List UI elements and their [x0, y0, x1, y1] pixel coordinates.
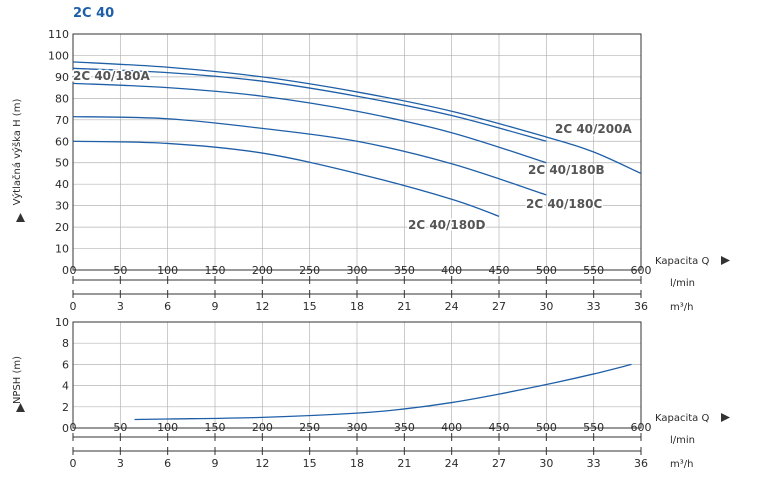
x2-tick-label: 24 — [445, 300, 459, 313]
x2-tick-label: 18 — [350, 457, 364, 470]
x2-tick-label: 36 — [634, 300, 648, 313]
x-tick-label: 200 — [252, 421, 273, 434]
series-line — [72, 140, 500, 217]
x2-tick-label: 21 — [397, 300, 411, 313]
y-tick-label: 10 — [55, 243, 69, 256]
x-tick-label: 100 — [157, 421, 178, 434]
y-tick-label: 110 — [48, 28, 69, 41]
arrow-up-icon — [16, 403, 25, 412]
y-tick-label: 0 — [62, 422, 69, 435]
x-tick-label: 450 — [489, 421, 510, 434]
y-tick-label: 100 — [48, 49, 69, 62]
y-tick-label: 70 — [55, 114, 69, 127]
series-label: 2C 40/200A — [555, 122, 632, 136]
x2-tick-label: 18 — [350, 300, 364, 313]
x2-tick-label: 21 — [397, 457, 411, 470]
plot-frame — [72, 321, 642, 429]
x2-tick-label: 0 — [70, 457, 77, 470]
x2-tick-label: 27 — [492, 457, 506, 470]
y-tick-label: 90 — [55, 71, 69, 84]
series-line — [72, 67, 547, 142]
x-tick-label: 550 — [583, 264, 604, 277]
x2-tick-label: 12 — [255, 457, 269, 470]
y-tick-label: 0 — [62, 264, 69, 277]
x2-tick-label: 30 — [539, 457, 553, 470]
x2-tick-label: 3 — [117, 300, 124, 313]
x-tick-label: 450 — [489, 264, 510, 277]
x2-tick-label: 6 — [164, 457, 171, 470]
y-tick-label: 6 — [62, 358, 69, 371]
plot-frame — [72, 33, 642, 271]
x2-unit-label: m³/h — [670, 459, 693, 470]
series-line — [72, 82, 547, 164]
x2-tick-label: 24 — [445, 457, 459, 470]
series-label: 2C 40/180C — [526, 197, 602, 211]
x-tick-label: 250 — [299, 421, 320, 434]
x-axis-title: Kapacita Q — [655, 413, 709, 424]
series-line — [134, 363, 632, 421]
series-label: 2C 40/180B — [528, 163, 605, 177]
x2-tick-label: 6 — [164, 300, 171, 313]
x-tick-label: 150 — [205, 264, 226, 277]
arrow-right-icon — [721, 413, 730, 422]
npsh-chart: 0246810005031006150920012250153001835021… — [12, 316, 730, 470]
x2-tick-label: 27 — [492, 300, 506, 313]
y-axis-title: NPSH (m) — [12, 356, 23, 404]
x2-tick-label: 15 — [303, 300, 317, 313]
x-tick-label: 600 — [631, 264, 652, 277]
x2-tick-label: 3 — [117, 457, 124, 470]
x-tick-label: 100 — [157, 264, 178, 277]
series-line — [72, 115, 547, 196]
x2-tick-label: 0 — [70, 300, 77, 313]
x2-tick-label: 30 — [539, 300, 553, 313]
arrow-right-icon — [721, 256, 730, 265]
x2-tick-label: 15 — [303, 457, 317, 470]
y-tick-label: 40 — [55, 178, 69, 191]
series-label: 2C 40/180A — [73, 69, 150, 83]
series-line — [72, 61, 642, 175]
x-tick-label: 500 — [536, 421, 557, 434]
x2-tick-label: 36 — [634, 457, 648, 470]
x-tick-label: 0 — [70, 421, 77, 434]
x2-tick-label: 33 — [587, 457, 601, 470]
y-tick-label: 4 — [62, 380, 69, 393]
x-tick-label: 200 — [252, 264, 273, 277]
y-tick-label: 2 — [62, 401, 69, 414]
arrow-up-icon — [16, 213, 25, 222]
x-tick-label: 150 — [205, 421, 226, 434]
x-tick-label: 550 — [583, 421, 604, 434]
series-label: 2C 40/180D — [408, 218, 485, 232]
x-tick-label: 50 — [113, 421, 127, 434]
x2-tick-label: 9 — [212, 457, 219, 470]
x-axis-title: Kapacita Q — [655, 256, 709, 267]
y-tick-label: 50 — [55, 157, 69, 170]
y-tick-label: 20 — [55, 221, 69, 234]
x2-unit-label: m³/h — [670, 302, 693, 313]
x-tick-label: 400 — [441, 421, 462, 434]
x-tick-label: 300 — [347, 421, 368, 434]
y-tick-label: 60 — [55, 135, 69, 148]
x-unit-label: l/min — [670, 435, 695, 446]
y-tick-label: 80 — [55, 92, 69, 105]
x-tick-label: 350 — [394, 264, 415, 277]
x2-tick-label: 12 — [255, 300, 269, 313]
x-tick-label: 300 — [347, 264, 368, 277]
y-tick-label: 10 — [55, 316, 69, 329]
chart-title: 2C 40 — [73, 6, 114, 21]
y-tick-label: 30 — [55, 200, 69, 213]
x-tick-label: 600 — [631, 421, 652, 434]
x-tick-label: 250 — [299, 264, 320, 277]
head-chart: 0102030405060708090100110005031006150920… — [11, 28, 730, 313]
x2-tick-label: 33 — [587, 300, 601, 313]
x-tick-label: 0 — [70, 264, 77, 277]
x-tick-label: 50 — [113, 264, 127, 277]
x2-tick-label: 9 — [212, 300, 219, 313]
x-tick-label: 400 — [441, 264, 462, 277]
x-tick-label: 500 — [536, 264, 557, 277]
y-tick-label: 8 — [62, 337, 69, 350]
x-tick-label: 350 — [394, 421, 415, 434]
y-axis-title: Výtlačná výška H (m) — [11, 99, 23, 206]
x-unit-label: l/min — [670, 278, 695, 289]
